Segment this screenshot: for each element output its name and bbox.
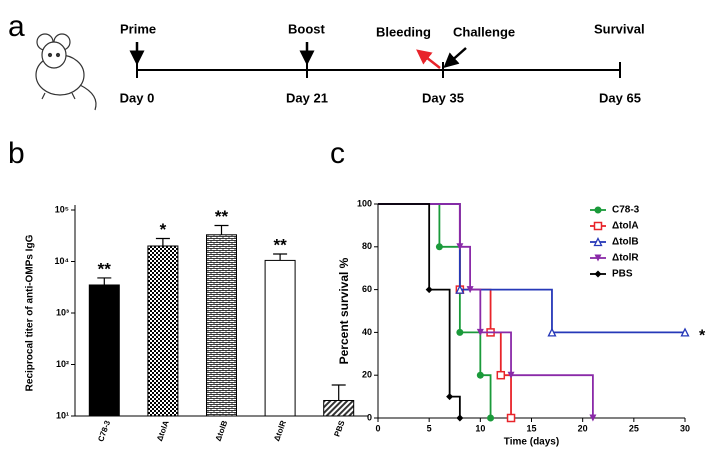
legend-label: ΔtolB <box>612 237 639 248</box>
event-label: Boost <box>288 21 326 36</box>
bar <box>147 245 179 417</box>
significance: ** <box>273 235 287 254</box>
marker <box>456 328 464 336</box>
marker <box>496 370 506 380</box>
legend-marker <box>594 254 602 262</box>
legend-marker <box>593 237 603 247</box>
legend-marker <box>593 221 603 231</box>
legend-label: ΔtolA <box>612 221 639 232</box>
error-bar <box>97 277 112 285</box>
panel-label: c <box>330 137 345 170</box>
bar <box>88 284 120 417</box>
error-bar <box>331 384 346 401</box>
marker <box>507 371 515 379</box>
marker <box>589 414 597 422</box>
marker <box>446 393 454 401</box>
y-tick-label: 60 <box>362 284 372 294</box>
marker <box>547 327 557 337</box>
x-tick-label: ΔtolB <box>214 419 230 442</box>
x-tick-label: 10 <box>475 423 485 433</box>
x-tick-label: 30 <box>680 423 690 433</box>
y-tick-label: 10³ <box>56 307 69 317</box>
arrow <box>443 47 467 68</box>
x-tick-label: 25 <box>629 423 639 433</box>
y-tick-label: 0 <box>367 412 372 422</box>
legend-label: PBS <box>612 269 633 280</box>
marker <box>506 413 516 423</box>
day-label: Day 35 <box>422 90 464 105</box>
day-label: Day 21 <box>286 90 328 105</box>
annotation: * <box>699 328 706 345</box>
x-tick-label: C78-3 <box>96 419 112 443</box>
bar <box>206 234 237 417</box>
marker <box>435 243 443 251</box>
y-tick-label: 10² <box>56 359 69 369</box>
bar <box>323 399 355 417</box>
x-tick-label: 15 <box>526 423 536 433</box>
survival-line <box>378 203 685 334</box>
day-label: Day 0 <box>120 90 155 105</box>
marker <box>456 414 464 422</box>
day-label: Day 65 <box>599 90 641 105</box>
panel-label: b <box>8 137 25 170</box>
error-bar <box>214 224 229 235</box>
legend-marker <box>594 270 602 278</box>
bar <box>264 259 296 417</box>
marker <box>680 327 690 337</box>
mouse-icon <box>35 33 97 111</box>
survival-line <box>378 203 492 418</box>
significance: * <box>160 220 167 239</box>
event-label: Bleeding <box>376 24 431 39</box>
survival-line <box>378 203 461 418</box>
error-bar <box>155 237 170 246</box>
marker <box>456 243 464 251</box>
x-tick-label: ΔtolR <box>272 419 288 442</box>
y-tick-label: 80 <box>362 241 372 251</box>
marker <box>476 328 484 336</box>
y-tick-label: 100 <box>357 198 372 208</box>
y-tick-label: 10¹ <box>56 410 69 420</box>
y-tick-label: 10⁴ <box>55 256 69 266</box>
y-axis-label: Percent survival % <box>337 257 351 364</box>
y-tick-label: 10⁵ <box>55 204 69 214</box>
event-label: Prime <box>120 21 156 36</box>
x-axis-label: Time (days) <box>504 437 559 448</box>
marker <box>425 286 433 294</box>
y-tick-label: 40 <box>362 327 372 337</box>
x-tick-label: PBS <box>332 419 346 438</box>
panel-label: a <box>8 10 25 43</box>
significance: ** <box>98 259 112 278</box>
marker <box>466 286 474 294</box>
significance: ** <box>215 207 229 226</box>
survival-line <box>378 203 594 418</box>
event-label: Challenge <box>453 24 515 39</box>
marker <box>487 414 495 422</box>
x-tick-label: 0 <box>375 423 380 433</box>
marker <box>455 284 465 294</box>
event-label: Survival <box>594 21 645 36</box>
x-tick-label: 5 <box>427 423 432 433</box>
marker <box>476 371 484 379</box>
legend-label: ΔtolR <box>612 253 639 264</box>
x-tick-label: ΔtolA <box>155 419 171 442</box>
legend-label: C78-3 <box>612 205 640 216</box>
error-bar <box>273 253 288 261</box>
y-tick-label: 20 <box>362 370 372 380</box>
legend-marker <box>594 206 602 214</box>
arrow <box>416 49 441 69</box>
y-axis-label: Reciprocal titer of anti-OMPs IgG <box>25 234 36 391</box>
x-tick-label: 20 <box>578 423 588 433</box>
